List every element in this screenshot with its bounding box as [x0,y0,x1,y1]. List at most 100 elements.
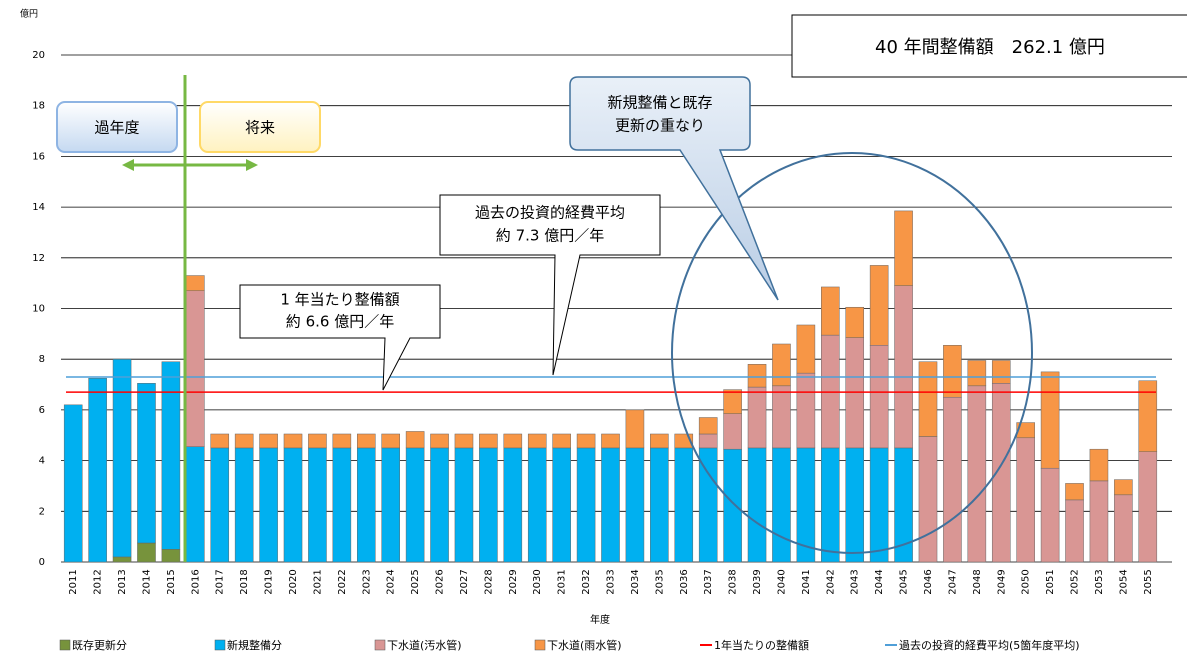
x-tick-label: 2034 [630,569,641,594]
bar-segment [1089,480,1109,563]
bar-segment [747,386,767,449]
arrow-head [246,159,258,171]
x-tick-label: 2050 [1021,569,1032,594]
bar-segment [259,433,278,449]
x-tick-label: 2052 [1070,569,1081,594]
x-tick-label: 2041 [801,569,812,594]
bar-segment [186,290,205,447]
x-tick-label: 2017 [215,569,226,594]
x-tick-label: 2036 [679,569,690,594]
bar-segment [381,447,400,563]
bar-segment [88,377,107,563]
callout-text: 過去の投資的経費平均 [475,204,625,222]
bar-segment [698,433,718,449]
bar-segment [137,383,156,544]
x-tick-label: 2035 [654,569,665,594]
bar-segment [479,433,498,449]
bar-segment [527,433,547,449]
bar-segment [552,433,571,449]
y-tick-label: 2 [39,506,45,517]
bar-segment [137,542,156,563]
callout-text: 約 6.6 億円／年 [286,313,394,331]
bar-segment [772,447,791,563]
y-unit: 億円 [20,8,38,20]
future-box [199,101,321,153]
bar-segment [503,447,523,563]
x-tick-label: 2020 [288,569,299,594]
future-label: 将来 [245,119,275,137]
bar-segment [576,433,596,449]
bar-segment [967,360,987,387]
x-tick-label: 2018 [239,569,250,594]
x-tick-label: 2011 [68,569,79,594]
bar-segment [747,447,767,563]
bar-segment [918,436,938,563]
bar-segment [527,447,547,563]
x-tick-label: 2022 [337,569,348,594]
bar-segment [772,385,791,449]
x-tick-label: 2015 [166,569,177,594]
bar-segment [821,447,840,563]
past-box [56,101,178,153]
bar-segment [405,431,425,449]
bar-segment [63,404,83,563]
x-tick-label: 2024 [386,569,397,594]
bar-segment [796,324,816,374]
x-tick-label: 2021 [312,569,323,594]
x-tick-label: 2028 [483,569,494,594]
bar-segment [454,447,474,563]
bar-segment [381,433,400,449]
bar-segment [869,447,889,563]
bar-segment [552,447,571,563]
bar-segment [845,447,865,563]
y-tick-label: 6 [39,405,45,416]
bar-segment [405,447,425,563]
callout-text: 1 年当たり整備額 [280,291,399,309]
callout-text: 新規整備と既存 [607,94,712,112]
bar-segment [210,447,230,563]
bar-segment [454,433,474,449]
bar-segment [943,345,962,398]
bar-segment [869,265,889,346]
x-tick-label: 2013 [117,569,128,594]
bar-segment [772,343,791,387]
bar-segment [1016,422,1035,439]
bar-segment [601,447,620,563]
bar-segment [845,306,865,338]
y-tick-label: 16 [32,151,45,162]
bar-segment [869,345,889,449]
legend-label: 既存更新分 [72,638,127,652]
bar-segment [991,360,1011,384]
arrow-head [122,159,134,171]
bar-segment [821,286,840,336]
bar-segment [430,433,449,449]
bar-segment [1016,437,1035,563]
x-tick-label: 2032 [581,569,592,594]
legend-swatch [214,639,226,651]
bar-segment [1065,499,1084,563]
bar-segment [747,364,767,388]
x-tick-label: 2042 [825,569,836,594]
x-tick-label: 2049 [996,569,1007,594]
bar-segment [967,385,987,563]
x-tick-label: 2029 [508,569,519,594]
x-tick-label: 2040 [776,569,787,594]
y-tick-label: 18 [32,101,45,112]
x-tick-label: 2030 [532,569,543,594]
bar-segment [650,433,669,449]
bar-segment [186,446,205,563]
legend-swatch [374,639,386,651]
bar-segment [894,210,913,286]
total-box [791,14,1187,78]
bar-segment [234,433,254,449]
bar-segment [576,447,596,563]
bar-segment [625,409,645,449]
bar-segment [112,556,132,563]
bar-segment [308,433,327,449]
x-tick-label: 2023 [361,569,372,594]
x-tick-label: 2053 [1094,569,1105,594]
x-tick-label: 2025 [410,569,421,594]
x-tick-label: 2014 [141,569,152,594]
bar-segment [1040,371,1060,469]
bar-segment [161,549,181,563]
